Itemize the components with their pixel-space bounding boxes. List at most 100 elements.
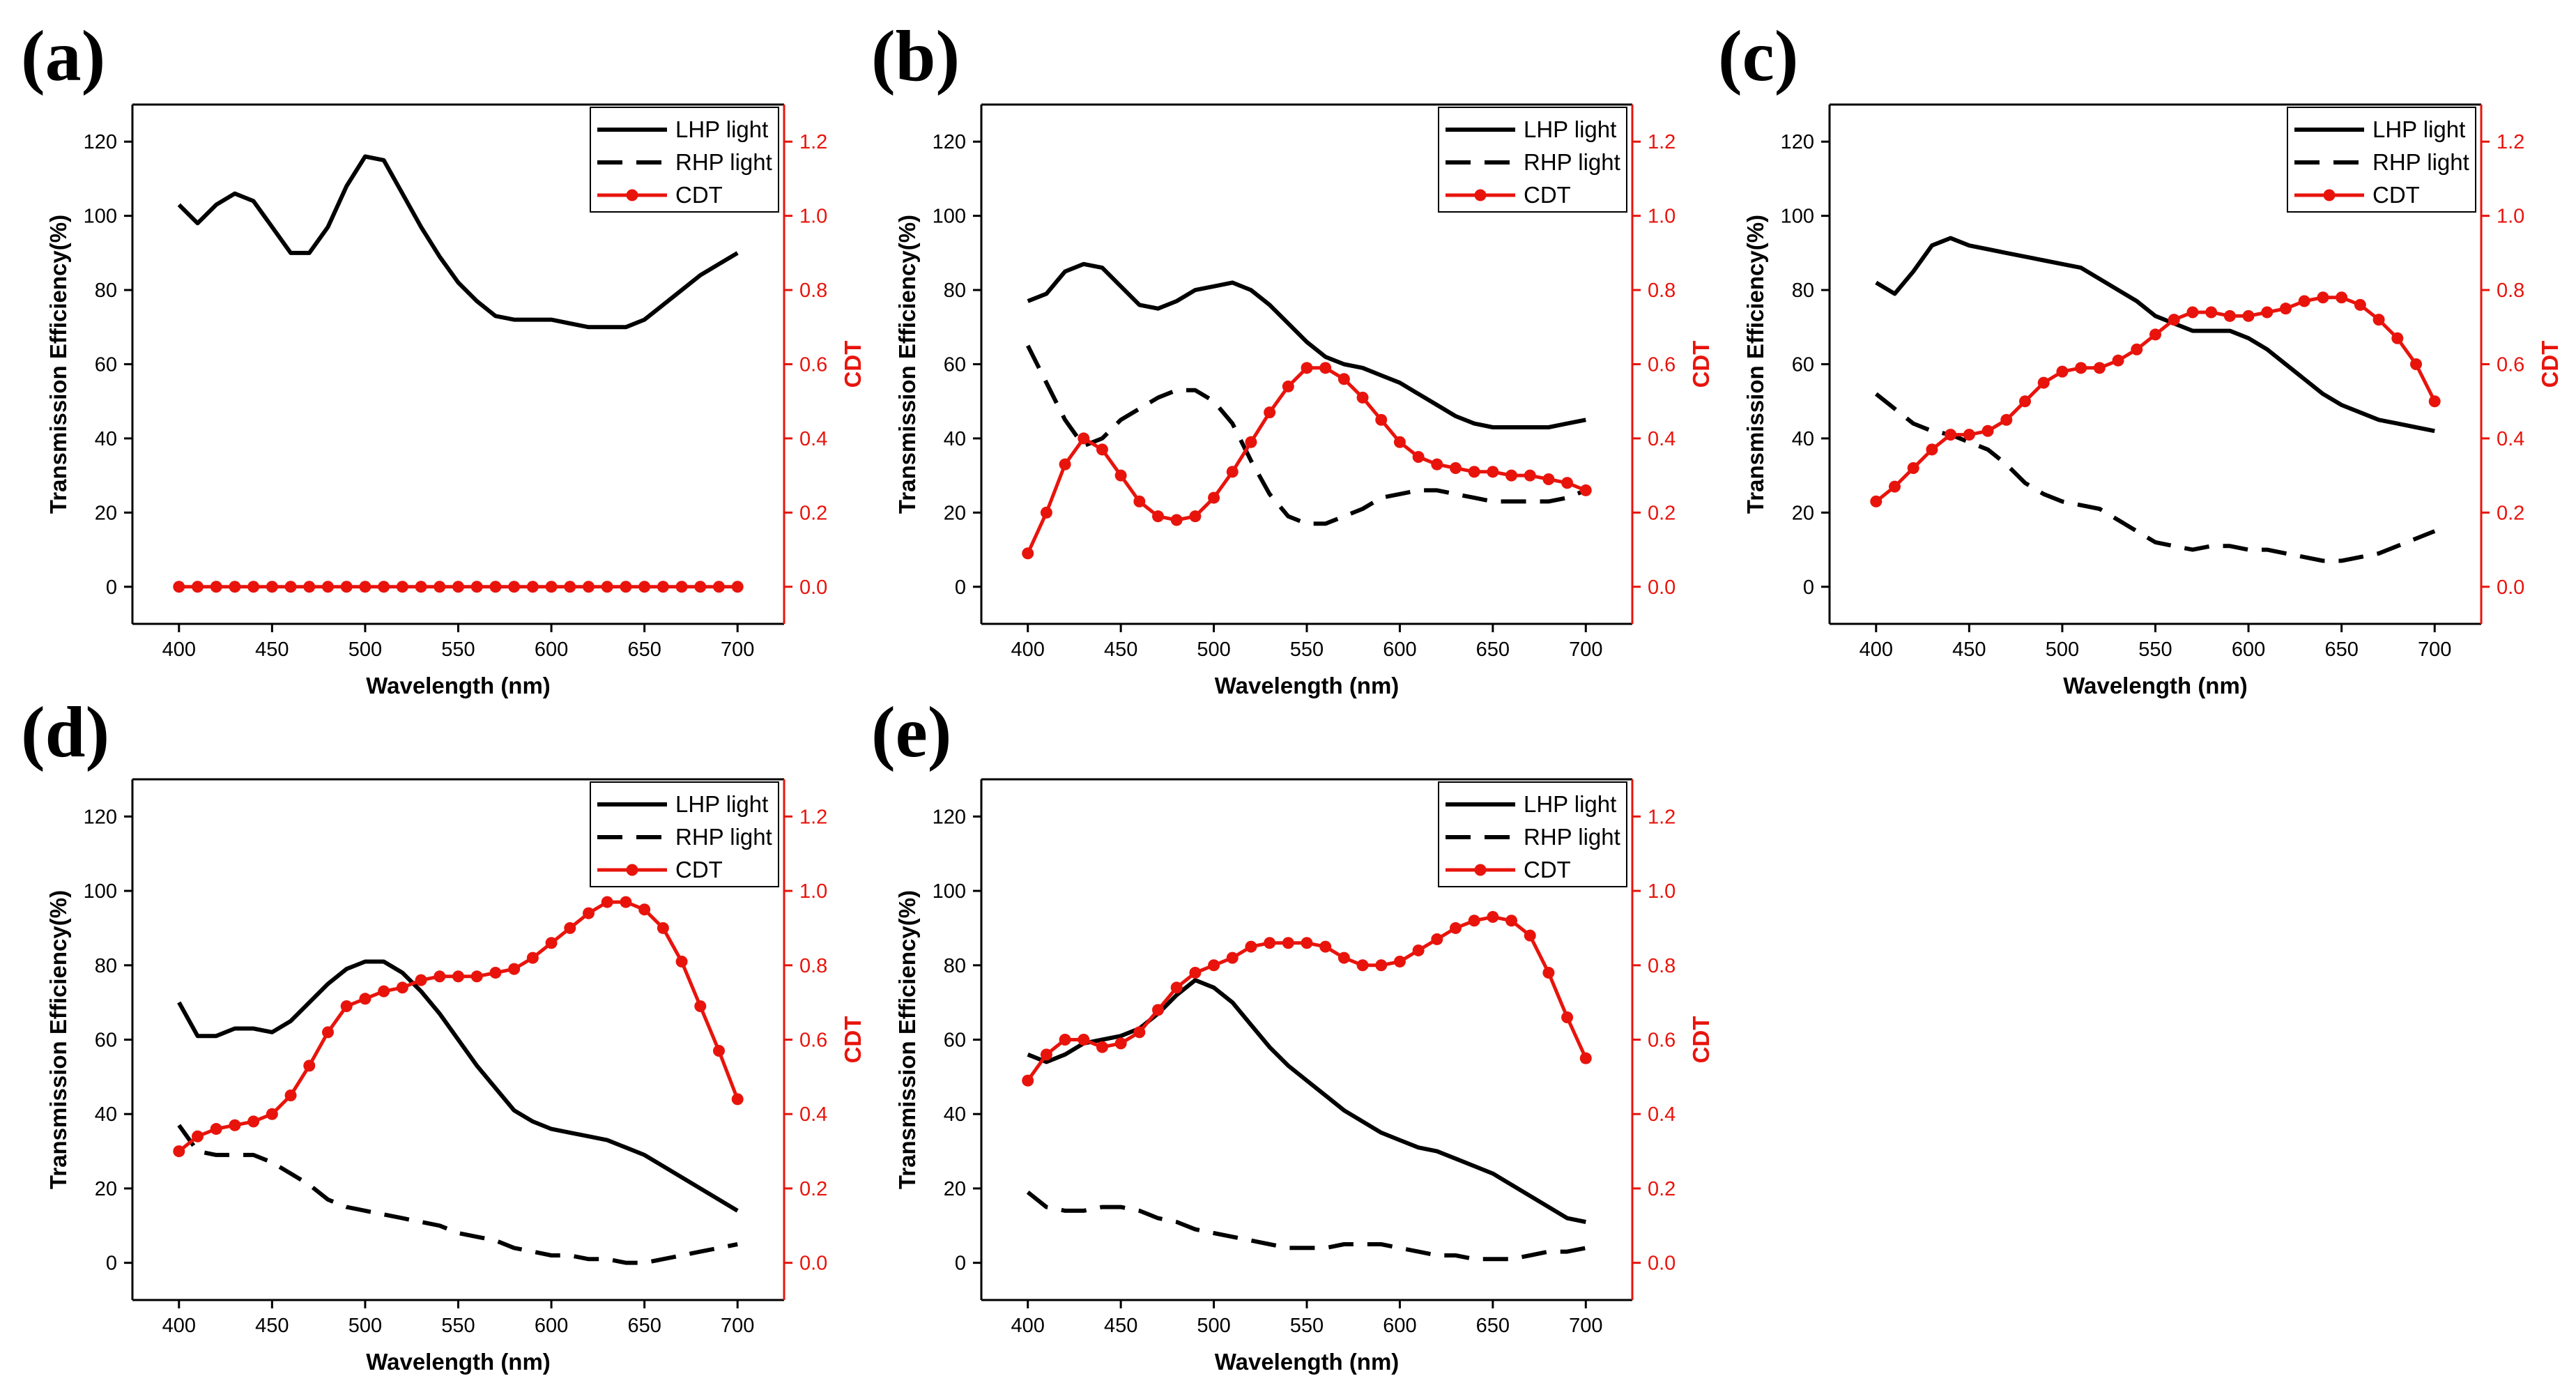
x-tick-label: 700 — [721, 639, 754, 661]
cdt-point — [713, 1045, 725, 1057]
x-tick-label: 600 — [535, 639, 568, 661]
cdt-point — [1487, 466, 1499, 478]
legend-marker-cdt — [626, 864, 638, 876]
cdt-point — [1022, 547, 1034, 560]
x-axis-title: Wavelength (nm) — [366, 673, 551, 698]
legend-label-cdt: CDT — [1524, 857, 1571, 882]
cdt-point — [1337, 951, 1350, 964]
cdt-point — [1889, 480, 1901, 493]
panel-label: (b) — [871, 16, 960, 96]
cdt-point — [2112, 354, 2124, 367]
legend-marker-cdt — [626, 189, 638, 201]
y-tick-label: 80 — [944, 955, 966, 977]
x-tick-label: 700 — [2418, 639, 2451, 661]
y2-tick-label: 0.4 — [799, 428, 827, 450]
cdt-point — [2205, 306, 2218, 319]
legend: LHP light RHP light CDT — [1438, 107, 1627, 213]
x-axis-title: Wavelength (nm) — [1215, 673, 1400, 698]
x-axis-title: Wavelength (nm) — [366, 1349, 551, 1375]
x-tick-label: 550 — [2138, 639, 2172, 661]
x-axis-title: Wavelength (nm) — [2063, 673, 2248, 698]
cdt-point — [1022, 1074, 1034, 1087]
cdt-point — [396, 981, 408, 994]
x-tick-label: 650 — [627, 639, 661, 661]
cdt-point — [545, 581, 558, 593]
y-axis-title: Transmission Efficiency(%) — [45, 890, 71, 1189]
cdt-point — [1505, 915, 1518, 927]
cdt-point — [1133, 495, 1146, 507]
x-tick-label: 400 — [1011, 639, 1045, 661]
cdt-point — [210, 1123, 222, 1136]
cdt-point — [1078, 1034, 1090, 1046]
cdt-point — [1264, 406, 1276, 419]
cdt-point — [1059, 458, 1071, 471]
x-tick-label: 400 — [162, 639, 196, 661]
x-tick-label: 550 — [1290, 639, 1324, 661]
y2-tick-label: 1.0 — [799, 206, 827, 228]
y2-tick-label: 0.8 — [799, 955, 827, 977]
y-tick-label: 20 — [1792, 502, 1814, 524]
x-tick-label: 450 — [1104, 1315, 1137, 1337]
cdt-point — [675, 581, 688, 593]
x-tick-label: 600 — [2232, 639, 2265, 661]
cdt-point — [1245, 940, 1257, 953]
cdt-point — [489, 966, 502, 979]
x-tick-label: 650 — [1476, 639, 1510, 661]
cdt-point — [1870, 495, 1883, 507]
cdt-point — [1301, 937, 1313, 949]
cdt-point — [508, 963, 521, 975]
cdt-point — [638, 903, 651, 916]
y2-tick-label: 0.0 — [799, 576, 827, 599]
legend-marker-cdt — [1474, 864, 1487, 876]
cdt-point — [1114, 1037, 1127, 1050]
cdt-point — [303, 581, 316, 593]
legend-label-rhp: RHP light — [1524, 149, 1620, 175]
cdt-point — [1524, 929, 1536, 942]
cdt-point — [731, 1093, 744, 1106]
y-tick-label: 100 — [84, 880, 117, 903]
y2-tick-label: 0.8 — [2497, 280, 2524, 302]
y2-tick-label: 1.2 — [1648, 806, 1676, 828]
cdt-point — [1356, 391, 1369, 404]
cdt-point — [284, 1090, 297, 1102]
cdt-point — [2019, 395, 2031, 408]
cdt-point — [2093, 362, 2106, 374]
legend-label-lhp: LHP light — [1524, 791, 1616, 817]
cdt-point — [1114, 469, 1127, 482]
cdt-point — [229, 581, 241, 593]
y-tick-label: 40 — [95, 1103, 117, 1126]
cdt-point — [415, 974, 427, 986]
y-tick-label: 40 — [95, 428, 117, 450]
cdt-point — [657, 581, 669, 593]
y-tick-label: 40 — [944, 428, 966, 450]
cdt-point — [564, 922, 576, 934]
y2-tick-label: 0.4 — [799, 1103, 827, 1126]
cdt-point — [359, 581, 371, 593]
y2-tick-label: 0.4 — [1648, 428, 1676, 450]
cdt-point — [526, 951, 539, 964]
series-line-rhp-light — [1026, 344, 1587, 526]
cdt-point — [415, 581, 427, 593]
cdt-point — [2354, 298, 2366, 311]
legend-label-rhp: RHP light — [2372, 149, 2469, 175]
cdt-point — [1319, 940, 1332, 953]
cdt-point — [675, 955, 688, 968]
y2-tick-label: 0.2 — [2497, 502, 2524, 524]
cdt-point — [2186, 306, 2199, 319]
cdt-point — [657, 922, 669, 934]
cdt-point — [694, 581, 707, 593]
series-line-rhp-light — [1874, 392, 2436, 563]
x-tick-label: 650 — [2324, 639, 2358, 661]
y-axis-title: Transmission Efficiency(%) — [45, 215, 71, 514]
series-line-lhp-light — [1027, 261, 1586, 429]
cdt-point — [192, 581, 204, 593]
cdt-point — [2336, 291, 2348, 304]
y-tick-label: 60 — [95, 354, 117, 376]
series-line-cdt — [1875, 296, 2437, 503]
series-line-lhp-light — [177, 959, 739, 1213]
x-tick-label: 500 — [348, 639, 382, 661]
cdt-point — [731, 581, 744, 593]
x-tick-label: 450 — [255, 639, 289, 661]
legend-box — [590, 107, 779, 213]
